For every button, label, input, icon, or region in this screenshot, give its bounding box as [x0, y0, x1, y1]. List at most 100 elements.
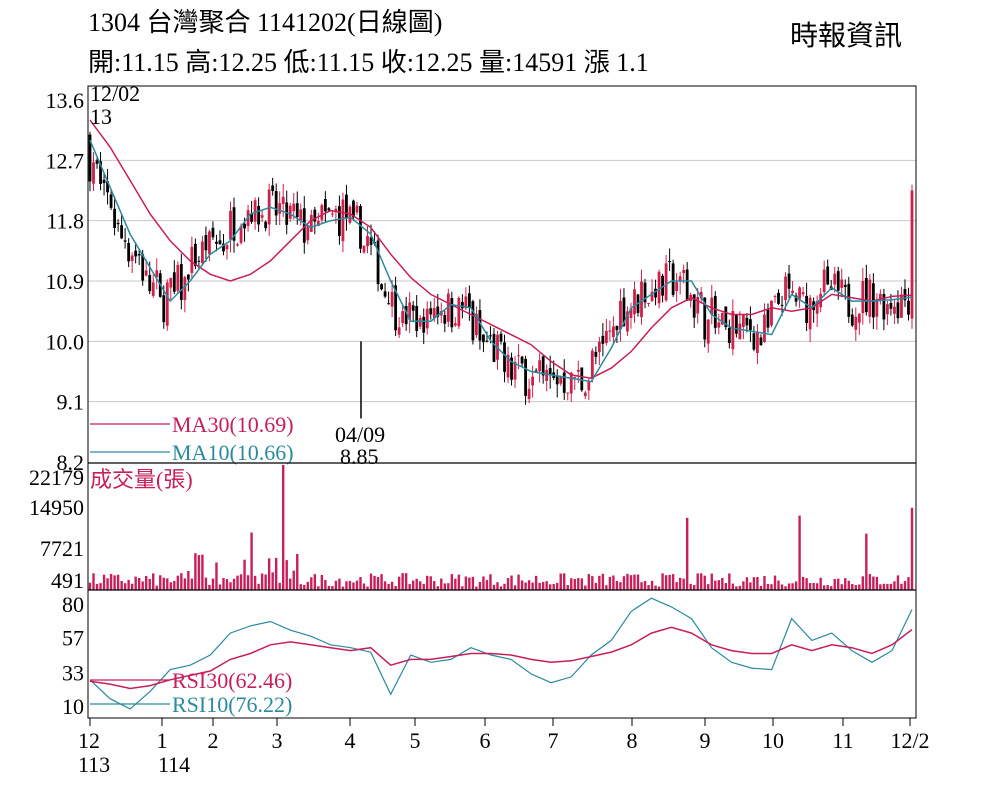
- volume-bar: [397, 576, 401, 590]
- volume-bar: [865, 533, 868, 590]
- candle-body: [376, 240, 380, 285]
- volume-bar: [541, 581, 545, 590]
- volume-bar: [675, 582, 678, 590]
- candle-body: [566, 392, 570, 394]
- candle-body: [422, 316, 426, 333]
- volume-bar: [394, 585, 397, 590]
- candle-body: [102, 179, 106, 184]
- candle-body: [710, 297, 714, 315]
- volume-bar: [742, 581, 745, 590]
- volume-bar: [872, 576, 875, 590]
- volume-bar: [236, 575, 239, 590]
- candle-body: [752, 333, 756, 350]
- volume-bar: [229, 582, 232, 590]
- candle-body: [503, 342, 506, 372]
- candle-body: [815, 301, 819, 314]
- volume-bar: [267, 558, 271, 590]
- candle-body: [612, 326, 615, 338]
- chart-title: 1304 台灣聚合 1141202(日線圖): [88, 8, 443, 37]
- volume-bar: [868, 574, 872, 590]
- candle-body: [116, 222, 120, 225]
- candle-body: [854, 316, 858, 330]
- candle-body: [499, 333, 503, 342]
- volume-bar: [563, 573, 566, 590]
- volume-bar: [471, 576, 475, 590]
- candle-body: [657, 271, 661, 304]
- candle-body: [208, 231, 211, 255]
- volume-bar: [798, 515, 801, 590]
- candle-body: [773, 296, 777, 298]
- volume-bar: [180, 573, 183, 590]
- volume-bar: [594, 582, 598, 590]
- volume-bar: [408, 584, 411, 590]
- candle-body: [675, 282, 679, 291]
- candle-body: [524, 358, 527, 396]
- candle-body: [201, 241, 204, 264]
- volume-bar: [524, 582, 527, 590]
- candle-body: [604, 330, 608, 343]
- price-tick-label: 11.8: [46, 209, 84, 234]
- candle-body: [411, 305, 415, 311]
- volume-bar: [721, 577, 724, 590]
- volume-bar: [598, 575, 601, 590]
- candle-body: [464, 296, 468, 309]
- candle-body: [295, 203, 299, 218]
- volume-bar: [106, 578, 109, 590]
- volume-bar: [640, 582, 643, 590]
- x-tick-label: 5: [410, 728, 421, 753]
- candle-body: [857, 313, 861, 323]
- candle-body: [292, 203, 296, 212]
- rsi-tick-label: 80: [62, 592, 84, 617]
- candle-body: [647, 302, 650, 304]
- candle-body: [727, 327, 731, 344]
- volume-bar: [584, 585, 587, 590]
- candle-body: [720, 312, 724, 325]
- candle-body: [330, 213, 334, 215]
- volume-bar: [657, 586, 661, 590]
- candle-body: [387, 303, 390, 305]
- candle-body: [457, 297, 461, 327]
- high-value-annotation: 13: [90, 104, 112, 129]
- candle-body: [264, 221, 268, 229]
- volume-bar: [534, 575, 538, 590]
- volume-bar: [851, 584, 854, 590]
- candle-body: [443, 315, 447, 324]
- candle-body: [359, 205, 362, 249]
- candle-body: [878, 293, 882, 301]
- candle-body: [741, 314, 745, 328]
- candle-body: [643, 282, 647, 303]
- candle-body: [678, 276, 682, 282]
- volume-bar: [464, 576, 468, 590]
- volume-bar: [854, 585, 857, 590]
- volume-bar: [678, 577, 682, 590]
- candle-body: [548, 368, 552, 376]
- candle-body: [850, 314, 854, 326]
- volume-bar: [548, 584, 552, 590]
- volume-bar: [664, 575, 668, 590]
- candle-body: [861, 281, 865, 314]
- volume-bar: [436, 586, 439, 590]
- volume-bar: [415, 578, 418, 590]
- volume-bar: [141, 581, 144, 590]
- candle-body: [703, 297, 707, 340]
- candle-body: [706, 319, 710, 344]
- candle-body: [127, 242, 131, 262]
- candle-body: [313, 209, 317, 222]
- x-tick-label: 8: [627, 728, 638, 753]
- volume-bar: [327, 585, 331, 590]
- candle-body: [285, 202, 289, 225]
- candle-body: [731, 311, 735, 350]
- volume-bar: [685, 517, 689, 590]
- candle-body: [759, 337, 763, 346]
- volume-bar: [422, 583, 425, 590]
- candle-body: [123, 240, 127, 242]
- volume-bar: [173, 580, 176, 590]
- candle-body: [148, 275, 152, 292]
- volume-bar: [183, 578, 187, 590]
- volume-bar: [830, 586, 833, 590]
- volume-bar: [552, 583, 555, 590]
- volume-bar: [570, 578, 573, 590]
- volume-bar: [299, 584, 302, 590]
- candle-body: [569, 372, 573, 394]
